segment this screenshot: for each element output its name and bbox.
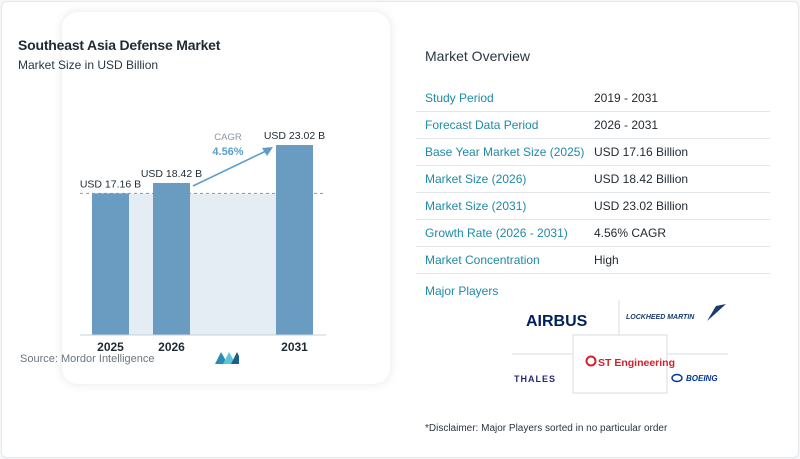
bar-2025	[92, 193, 129, 335]
source-label: Source:	[20, 353, 58, 365]
overview-value: USD 17.16 Billion	[594, 145, 689, 159]
overview-row-base-year: Base Year Market Size (2025) USD 17.16 B…	[416, 138, 770, 166]
overview-value: USD 23.02 Billion	[594, 199, 689, 213]
cagr-arrowhead-icon	[262, 147, 273, 156]
chart-subtitle: Market Size in USD Billion	[18, 58, 159, 72]
overview-value: High	[594, 253, 619, 267]
bar-value-label: USD 18.42 B	[141, 168, 202, 180]
chart-title: Southeast Asia Defense Market	[18, 37, 221, 53]
overview-value: USD 18.42 Billion	[594, 172, 689, 186]
overview-label: Market Size (2031)	[425, 199, 527, 213]
major-players-title: Major Players	[425, 284, 499, 298]
cagr-value: 4.56%	[212, 146, 243, 158]
x-tick-label: 2031	[281, 340, 308, 354]
source-name: Mordor Intelligence	[60, 353, 155, 365]
bar-chart: USD 17.16 B 2025 USD 18.42 B 2026 USD 23.02 …	[80, 130, 326, 354]
overview-value: 4.56% CAGR	[594, 226, 667, 240]
x-tick-label: 2026	[158, 340, 185, 354]
x-tick-label: 2025	[97, 340, 124, 354]
bar-value-label: USD 23.02 B	[264, 130, 325, 142]
bar-value-label: USD 17.16 B	[80, 178, 141, 190]
bar-2026	[153, 182, 190, 335]
overview-value: 2026 - 2031	[594, 118, 659, 132]
overview-row-study-period: Study Period 2019 - 2031	[416, 84, 770, 112]
cagr-label: CAGR	[214, 132, 242, 143]
cagr-arrow-line	[192, 150, 267, 187]
mordor-logo-icon	[215, 352, 239, 364]
disclaimer-text: *Disclaimer: Major Players sorted in no …	[425, 423, 668, 434]
overview-label: Study Period	[425, 91, 494, 105]
overview-title: Market Overview	[425, 48, 531, 64]
overview-label: Market Size (2026)	[425, 172, 527, 186]
overview-label: Market Concentration	[425, 253, 540, 267]
overview-row-size-2026: Market Size (2026) USD 18.42 Billion	[416, 165, 770, 193]
source-line: Source: Mordor Intelligence	[20, 353, 155, 365]
bar-2031	[276, 145, 313, 335]
overview-row-forecast-period: Forecast Data Period 2026 - 2031	[416, 111, 770, 139]
overview-label: Forecast Data Period	[425, 118, 539, 132]
overview-row-growth-rate: Growth Rate (2026 - 2031) 4.56% CAGR	[416, 219, 770, 247]
overview-row-size-2031: Market Size (2031) USD 23.02 Billion	[416, 192, 770, 220]
overview-value: 2019 - 2031	[594, 91, 659, 105]
overview-row-concentration: Market Concentration High	[416, 246, 770, 274]
overview-label: Base Year Market Size (2025)	[425, 145, 585, 159]
overview-label: Growth Rate (2026 - 2031)	[425, 226, 568, 240]
